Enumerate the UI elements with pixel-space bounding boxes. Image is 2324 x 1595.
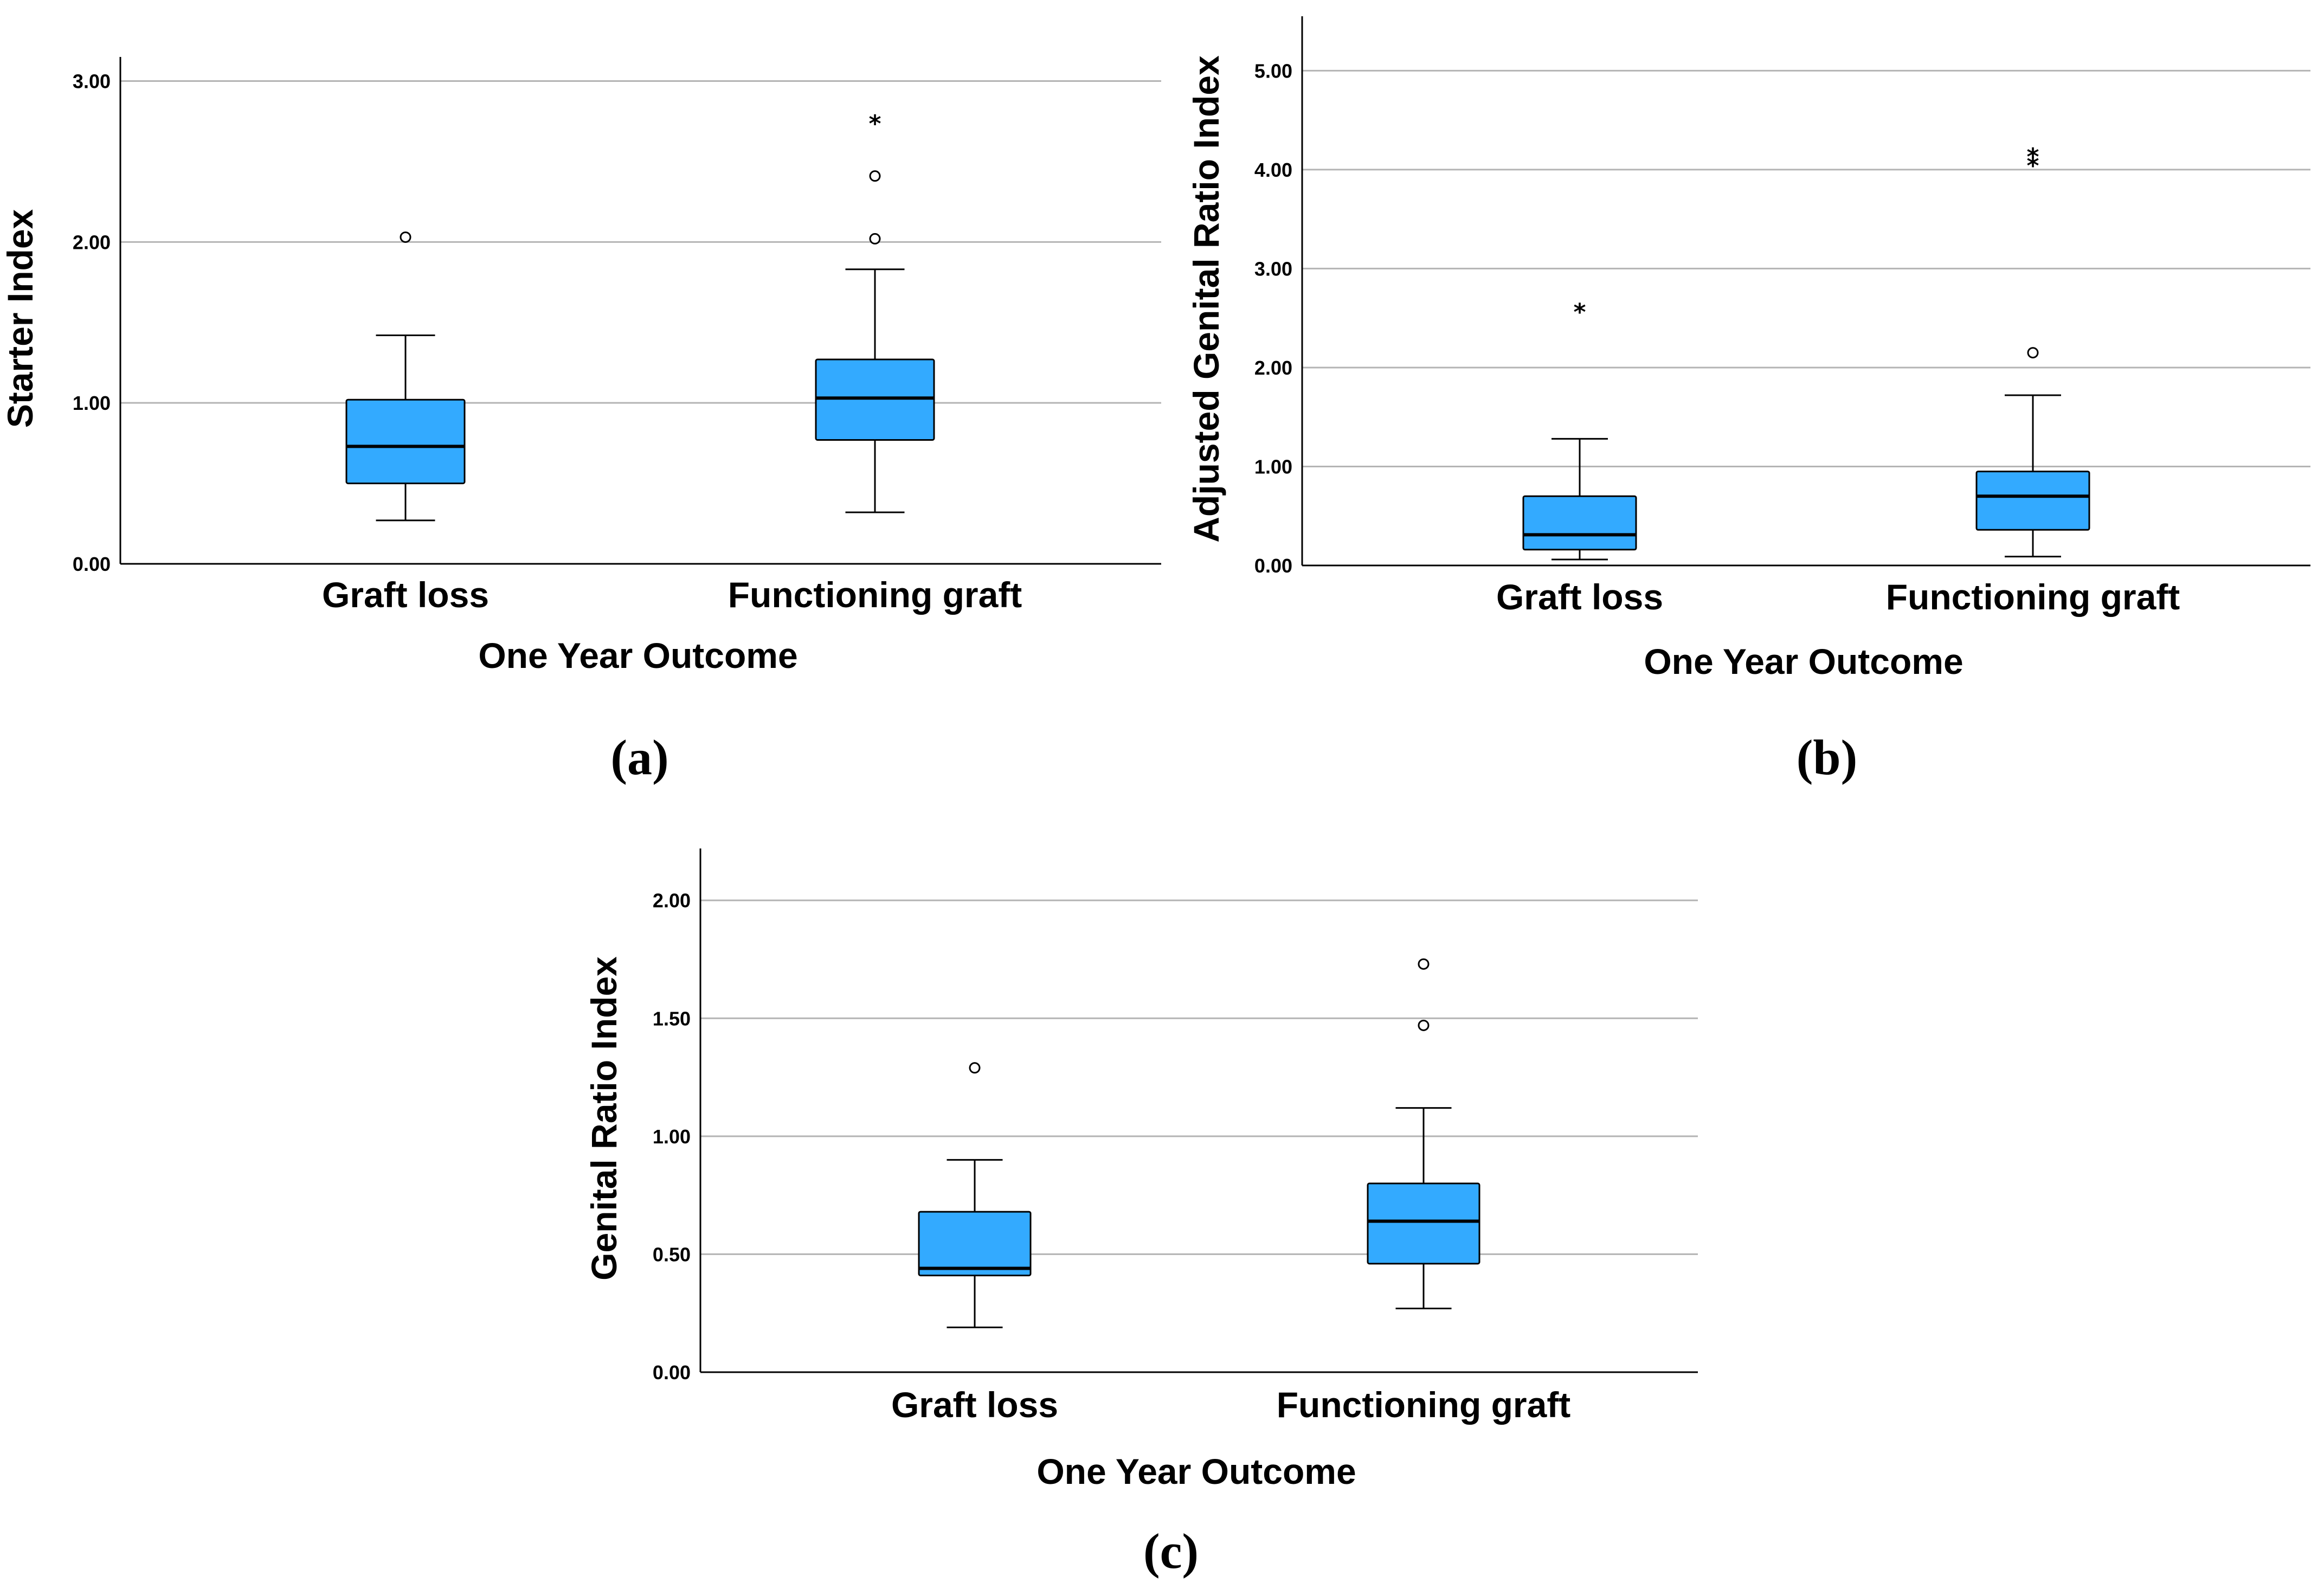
box-functioning-graft: * — [815, 110, 935, 513]
chart-panel-a: 0.00 1.00 2.00 3.00 Graft loss * Functioning g… — [0, 57, 1161, 785]
x-axis-title: One Year Outcome — [1644, 641, 1963, 681]
panel-label: (b) — [1797, 730, 1857, 785]
y-tick-label: 1.00 — [1254, 455, 1292, 478]
y-tick-label: 3.00 — [1254, 258, 1292, 280]
y-tick-label: 4.00 — [1254, 159, 1292, 181]
panel-label: (a) — [610, 730, 668, 785]
panel-label: (c) — [1143, 1523, 1199, 1579]
y-tick-label: 1.00 — [73, 392, 111, 414]
x-category-label: Graft loss — [891, 1385, 1058, 1425]
extreme-point: * — [2026, 152, 2039, 179]
x-category-label: Functioning graft — [1886, 577, 2180, 617]
x-axis-title: One Year Outcome — [1037, 1451, 1356, 1491]
y-tick-label: 5.00 — [1254, 60, 1292, 82]
box-functioning-graft — [1367, 958, 1480, 1310]
box-graft-loss — [345, 231, 466, 522]
extreme-point: * — [2026, 143, 2039, 171]
outlier-point — [969, 1062, 981, 1074]
y-tick-label: 1.50 — [653, 1007, 691, 1030]
x-category-label: Functioning graft — [728, 575, 1022, 615]
y-tick-label: 3.00 — [73, 70, 111, 93]
y-axis-title: Starter Index — [0, 209, 40, 428]
outlier-point — [400, 231, 411, 243]
outlier-point — [1418, 958, 1430, 970]
y-tick-label: 0.00 — [1254, 555, 1292, 577]
y-tick-label: 2.00 — [1254, 357, 1292, 379]
chart-panel-b: 0.001.002.003.004.005.00*Graft loss**Fun… — [1186, 16, 2310, 785]
box-iqr — [918, 1211, 1032, 1277]
x-category-label: Graft loss — [1496, 577, 1663, 617]
box-iqr — [345, 398, 466, 485]
y-tick-label: 0.50 — [653, 1243, 691, 1265]
y-tick-label: 2.00 — [653, 890, 691, 912]
outlier-point — [2027, 347, 2039, 359]
box-iqr — [1975, 471, 2090, 531]
box-graft-loss — [918, 1062, 1032, 1328]
outlier-point — [869, 233, 881, 245]
y-tick-label: 0.00 — [73, 553, 111, 575]
x-axis-title: One Year Outcome — [478, 635, 797, 676]
outlier-point — [869, 170, 881, 182]
box-graft-loss: * — [1522, 298, 1637, 561]
y-tick-label: 0.00 — [653, 1361, 691, 1384]
y-axis-title: Adjusted Genital Ratio Index — [1186, 55, 1226, 543]
box-functioning-graft: ** — [1975, 143, 2090, 558]
box-iqr — [1367, 1182, 1480, 1265]
chart-panel-c: 0.00 0.50 1.00 1.50 2.00 Graft loss Functionin… — [584, 848, 1698, 1579]
y-tick-label: 2.00 — [73, 231, 111, 253]
extreme-point: * — [1573, 298, 1586, 326]
outlier-point — [1418, 1019, 1430, 1031]
extreme-point: * — [868, 110, 881, 138]
y-tick-label: 1.00 — [653, 1125, 691, 1148]
box-iqr — [1522, 495, 1637, 551]
x-category-label: Functioning graft — [1277, 1385, 1571, 1425]
x-category-label: Graft loss — [322, 575, 489, 615]
y-axis-title: Genital Ratio Index — [584, 956, 624, 1281]
